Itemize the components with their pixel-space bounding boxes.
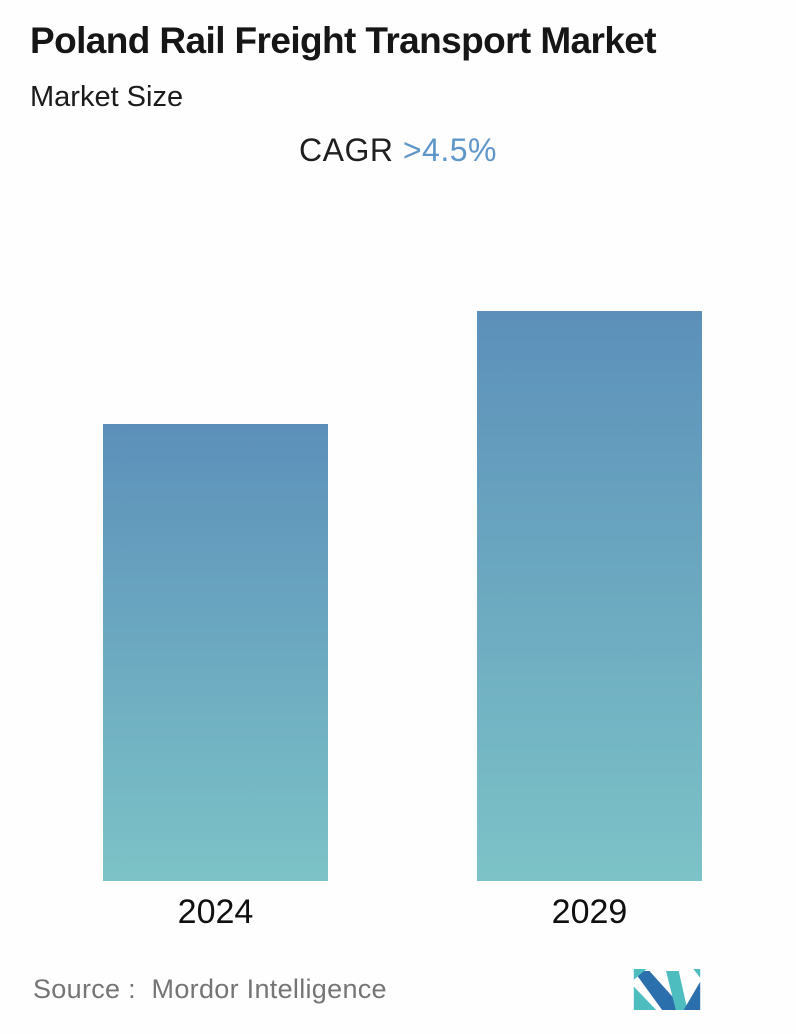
logo-blue-diagonal — [633, 970, 685, 1010]
page-title: Poland Rail Freight Transport Market — [30, 20, 657, 61]
bar-2029 — [477, 311, 702, 881]
logo-teal-diagonal — [666, 970, 688, 1010]
bar-column-2024: 2024 — [103, 0, 328, 1034]
source-text: Source : Mordor Intelligence — [33, 974, 387, 1004]
bar-2024 — [103, 424, 328, 881]
cagr-annotation: CAGR >4.5% — [0, 132, 796, 169]
page-subtitle: Market Size — [30, 81, 184, 113]
logo-teal-top-left — [633, 969, 647, 980]
x-axis-label-2029: 2029 — [551, 893, 628, 931]
logo-teal-top-right — [693, 969, 701, 978]
cagr-label: CAGR — [299, 132, 394, 168]
x-axis-label-2024: 2024 — [177, 893, 254, 931]
bar-column-2029: 2029 — [477, 0, 702, 1034]
logo-blue-bottom-right — [683, 981, 701, 1010]
mordor-intelligence-logo — [633, 969, 701, 1010]
cagr-value: >4.5% — [402, 132, 497, 168]
